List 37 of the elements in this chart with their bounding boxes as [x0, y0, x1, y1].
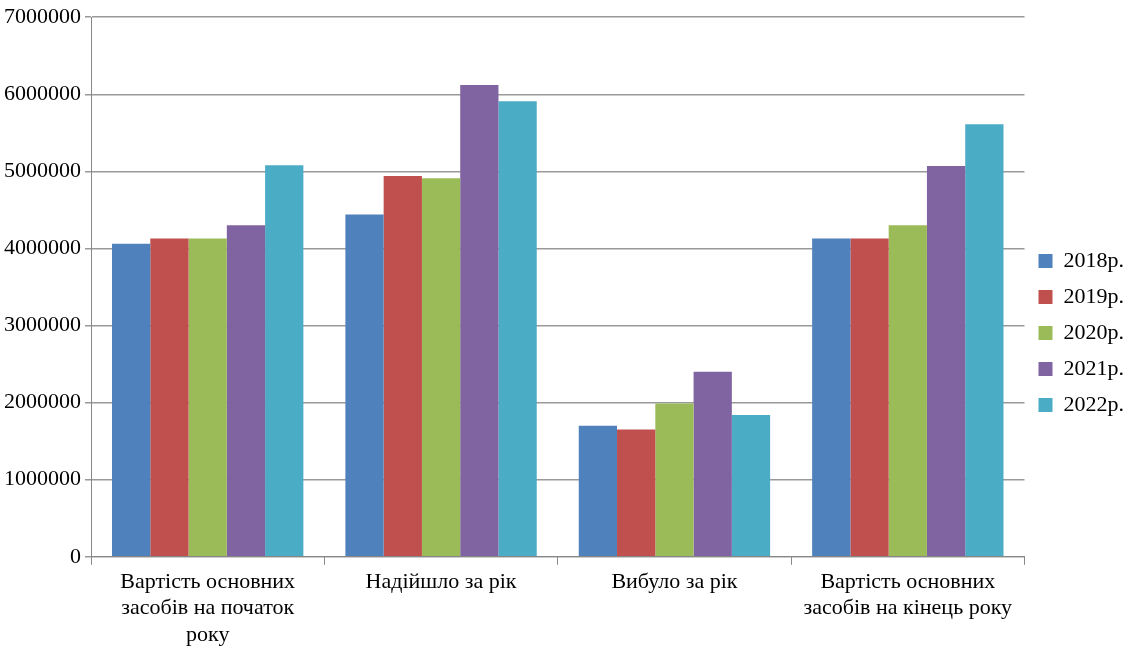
bar: [926, 165, 966, 557]
y-tick-label: 7000000: [4, 2, 81, 28]
bar: [226, 225, 266, 557]
y-tick-label: 5000000: [4, 157, 81, 183]
bar: [460, 85, 499, 557]
bar: [421, 178, 461, 557]
bar: [655, 403, 694, 557]
legend-label: 2020р.: [1063, 318, 1124, 344]
y-tick-label: 6000000: [4, 80, 81, 106]
bar: [383, 176, 422, 557]
y-tick-label: 0: [70, 542, 81, 568]
bar: [850, 238, 889, 557]
legend-label: 2022р.: [1063, 390, 1124, 416]
legend-label: 2018р.: [1063, 246, 1124, 272]
y-tick-label: 2000000: [4, 388, 81, 414]
legend-label: 2021р.: [1063, 354, 1124, 380]
y-tick-label: 3000000: [4, 311, 81, 337]
x-tick-label: Вартість основних засобів на кінець року: [803, 567, 1013, 620]
bar: [188, 238, 227, 557]
x-tick-label: Надійшло за рік: [365, 567, 517, 593]
bar: [693, 371, 732, 557]
bar: [617, 429, 656, 557]
bar: [731, 414, 771, 557]
bar: [965, 124, 1004, 557]
y-tick-label: 1000000: [4, 465, 81, 491]
bar: [265, 165, 304, 557]
bar: [578, 425, 618, 557]
bar: [498, 101, 537, 557]
bar: [112, 243, 151, 557]
bar: [150, 238, 189, 557]
legend-label: 2019р.: [1063, 282, 1124, 308]
x-tick-label: Вибуло за рік: [611, 567, 738, 593]
x-tick-label: Вартість основних засобів на початок року: [120, 567, 296, 646]
bar: [888, 225, 927, 557]
bar: [345, 214, 384, 557]
y-tick-label: 4000000: [4, 234, 81, 260]
bar: [812, 238, 851, 557]
